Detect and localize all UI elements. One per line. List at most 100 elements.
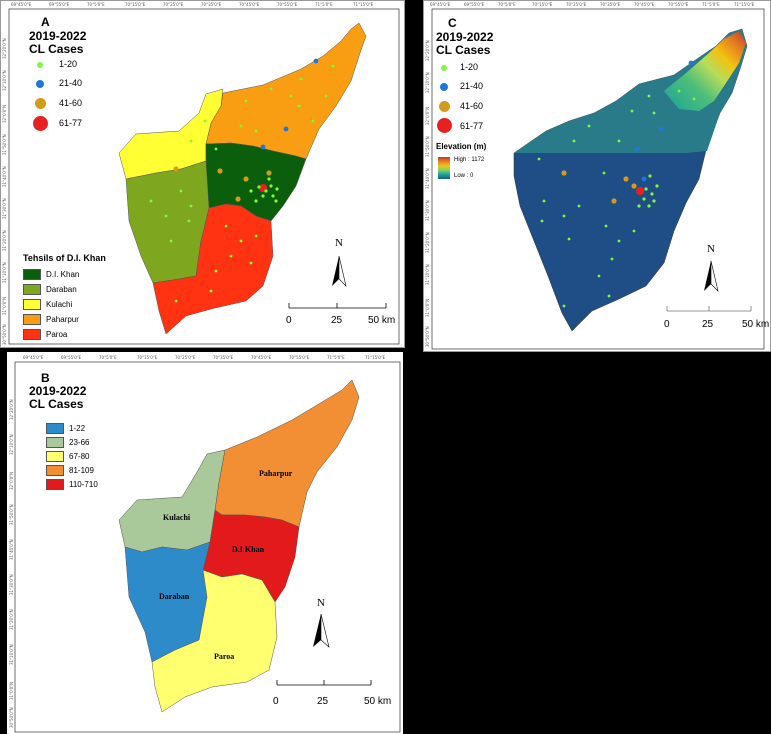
side-tick-9: 30°50'0"N	[9, 707, 14, 728]
tehsil-kulachi-b	[118, 449, 226, 553]
case-point	[704, 57, 708, 61]
side-tick-2: 32°0'0"N	[2, 104, 7, 123]
top-tick-8: 71°5'0"E	[702, 2, 720, 7]
side-tick-5: 31°30'0"N	[425, 200, 430, 221]
side-tick-6: 31°20'0"N	[2, 230, 7, 251]
class-label-110-710: 110-710	[69, 480, 98, 489]
case-point	[637, 204, 641, 208]
side-tick-7: 31°10'0"N	[425, 264, 430, 285]
case-point	[602, 171, 606, 175]
swatch-daraban	[23, 284, 41, 295]
case-point	[254, 199, 258, 203]
side-tick-6: 31°20'0"N	[425, 232, 430, 253]
top-tick-1: 69°55'0"E	[49, 2, 70, 7]
panel-letter-c: C	[448, 16, 457, 30]
class-swatch-67-80	[46, 451, 64, 462]
side-tick-4: 31°40'0"N	[2, 166, 7, 187]
case-point	[173, 166, 179, 172]
case-point	[269, 87, 273, 91]
legend-label-61-77: 61-77	[460, 121, 484, 131]
case-point	[652, 199, 656, 203]
case-point	[597, 274, 601, 278]
top-tick-6: 70°45'0"E	[239, 2, 260, 7]
top-tick-2: 70°5'0"E	[498, 2, 516, 7]
top-tick-8: 71°5'0"E	[327, 355, 345, 360]
top-tick-6: 70°45'0"E	[251, 355, 272, 360]
map-panel-b: 69°45'0"E 69°55'0"E 70°5'0"E 70°15'0"E 7…	[7, 352, 403, 734]
case-point	[647, 204, 651, 208]
top-tick-0: 69°45'0"E	[23, 355, 44, 360]
scale-bar-a	[288, 303, 387, 309]
legend-label-61-77: 61-77	[59, 118, 83, 128]
case-point	[652, 111, 656, 115]
case-point	[244, 99, 248, 103]
case-point	[647, 94, 651, 98]
swatch-label-paroa: Paroa	[46, 330, 68, 339]
side-tick-0: 32°20'0"N	[425, 40, 430, 61]
case-point	[235, 196, 241, 202]
side-tick-6: 31°20'0"N	[9, 609, 14, 630]
case-point	[299, 77, 303, 81]
case-point	[572, 139, 576, 143]
case-point	[577, 204, 581, 208]
legend-title-line1-c: 2019-2022	[436, 30, 494, 44]
case-point	[271, 194, 275, 198]
case-point	[632, 229, 636, 233]
case-point	[169, 239, 173, 243]
top-tick-8: 71°5'0"E	[315, 2, 333, 7]
case-point	[274, 199, 278, 203]
case-point	[224, 224, 228, 228]
map-panel-c: 69°45'0"E 69°55'0"E 70°5'0"E 70°15'0"E 7…	[423, 0, 771, 352]
case-point	[542, 199, 546, 203]
scale-label-50-c: 50 km	[742, 319, 770, 330]
top-tick-3: 70°15'0"E	[532, 2, 553, 7]
top-tick-2: 70°5'0"E	[99, 355, 117, 360]
case-point	[243, 176, 249, 182]
case-point	[641, 176, 647, 182]
legend-dot-61-77	[437, 118, 452, 133]
side-tick-5: 31°30'0"N	[9, 574, 14, 595]
case-point	[562, 304, 566, 308]
north-label-b: N	[317, 597, 325, 609]
top-tick-9: 71°15'0"E	[365, 355, 386, 360]
swatch-kulachi	[23, 299, 41, 310]
case-point	[650, 192, 654, 196]
scale-label-0-b: 0	[273, 696, 279, 707]
case-point	[587, 124, 591, 128]
tehsil-paroa-b	[151, 569, 278, 713]
side-tick-2: 32°0'0"N	[425, 106, 430, 125]
case-point	[677, 89, 681, 93]
panel-letter-b: B	[41, 371, 50, 385]
swatch-di-khan	[23, 269, 41, 280]
case-point	[648, 174, 652, 178]
class-swatch-1-22	[46, 423, 64, 434]
top-tick-7: 70°55'0"E	[289, 355, 310, 360]
side-tick-9: 30°50'0"N	[425, 326, 430, 347]
top-tick-3: 70°15'0"E	[125, 2, 146, 7]
case-point	[611, 198, 617, 204]
tehsil-label-di-khan: D.I Khan	[232, 545, 265, 554]
case-point	[267, 177, 271, 181]
case-point	[254, 129, 258, 133]
side-tick-1: 32°10'0"N	[425, 72, 430, 93]
case-point	[275, 187, 279, 191]
legend-dot-21-40	[36, 80, 44, 88]
case-point	[283, 126, 289, 132]
case-point	[214, 269, 218, 273]
choropleth-map-b	[14, 361, 401, 733]
tehsil-legend-title: Tehsils of D.I. Khan	[23, 253, 106, 263]
case-point	[189, 139, 193, 143]
legend-label-41-60: 41-60	[59, 98, 83, 108]
case-point	[623, 176, 629, 182]
tehsil-paharpur-a	[205, 22, 367, 160]
case-point	[604, 224, 608, 228]
case-point	[269, 184, 273, 188]
case-point	[239, 239, 243, 243]
north-arrow-a	[332, 255, 347, 287]
top-tick-1: 69°55'0"E	[464, 2, 485, 7]
case-point	[642, 197, 646, 201]
class-label-23-66: 23-66	[69, 438, 90, 447]
case-point	[562, 214, 566, 218]
side-tick-9: 30°50'0"N	[2, 324, 7, 345]
top-tick-4: 70°25'0"E	[566, 2, 587, 7]
